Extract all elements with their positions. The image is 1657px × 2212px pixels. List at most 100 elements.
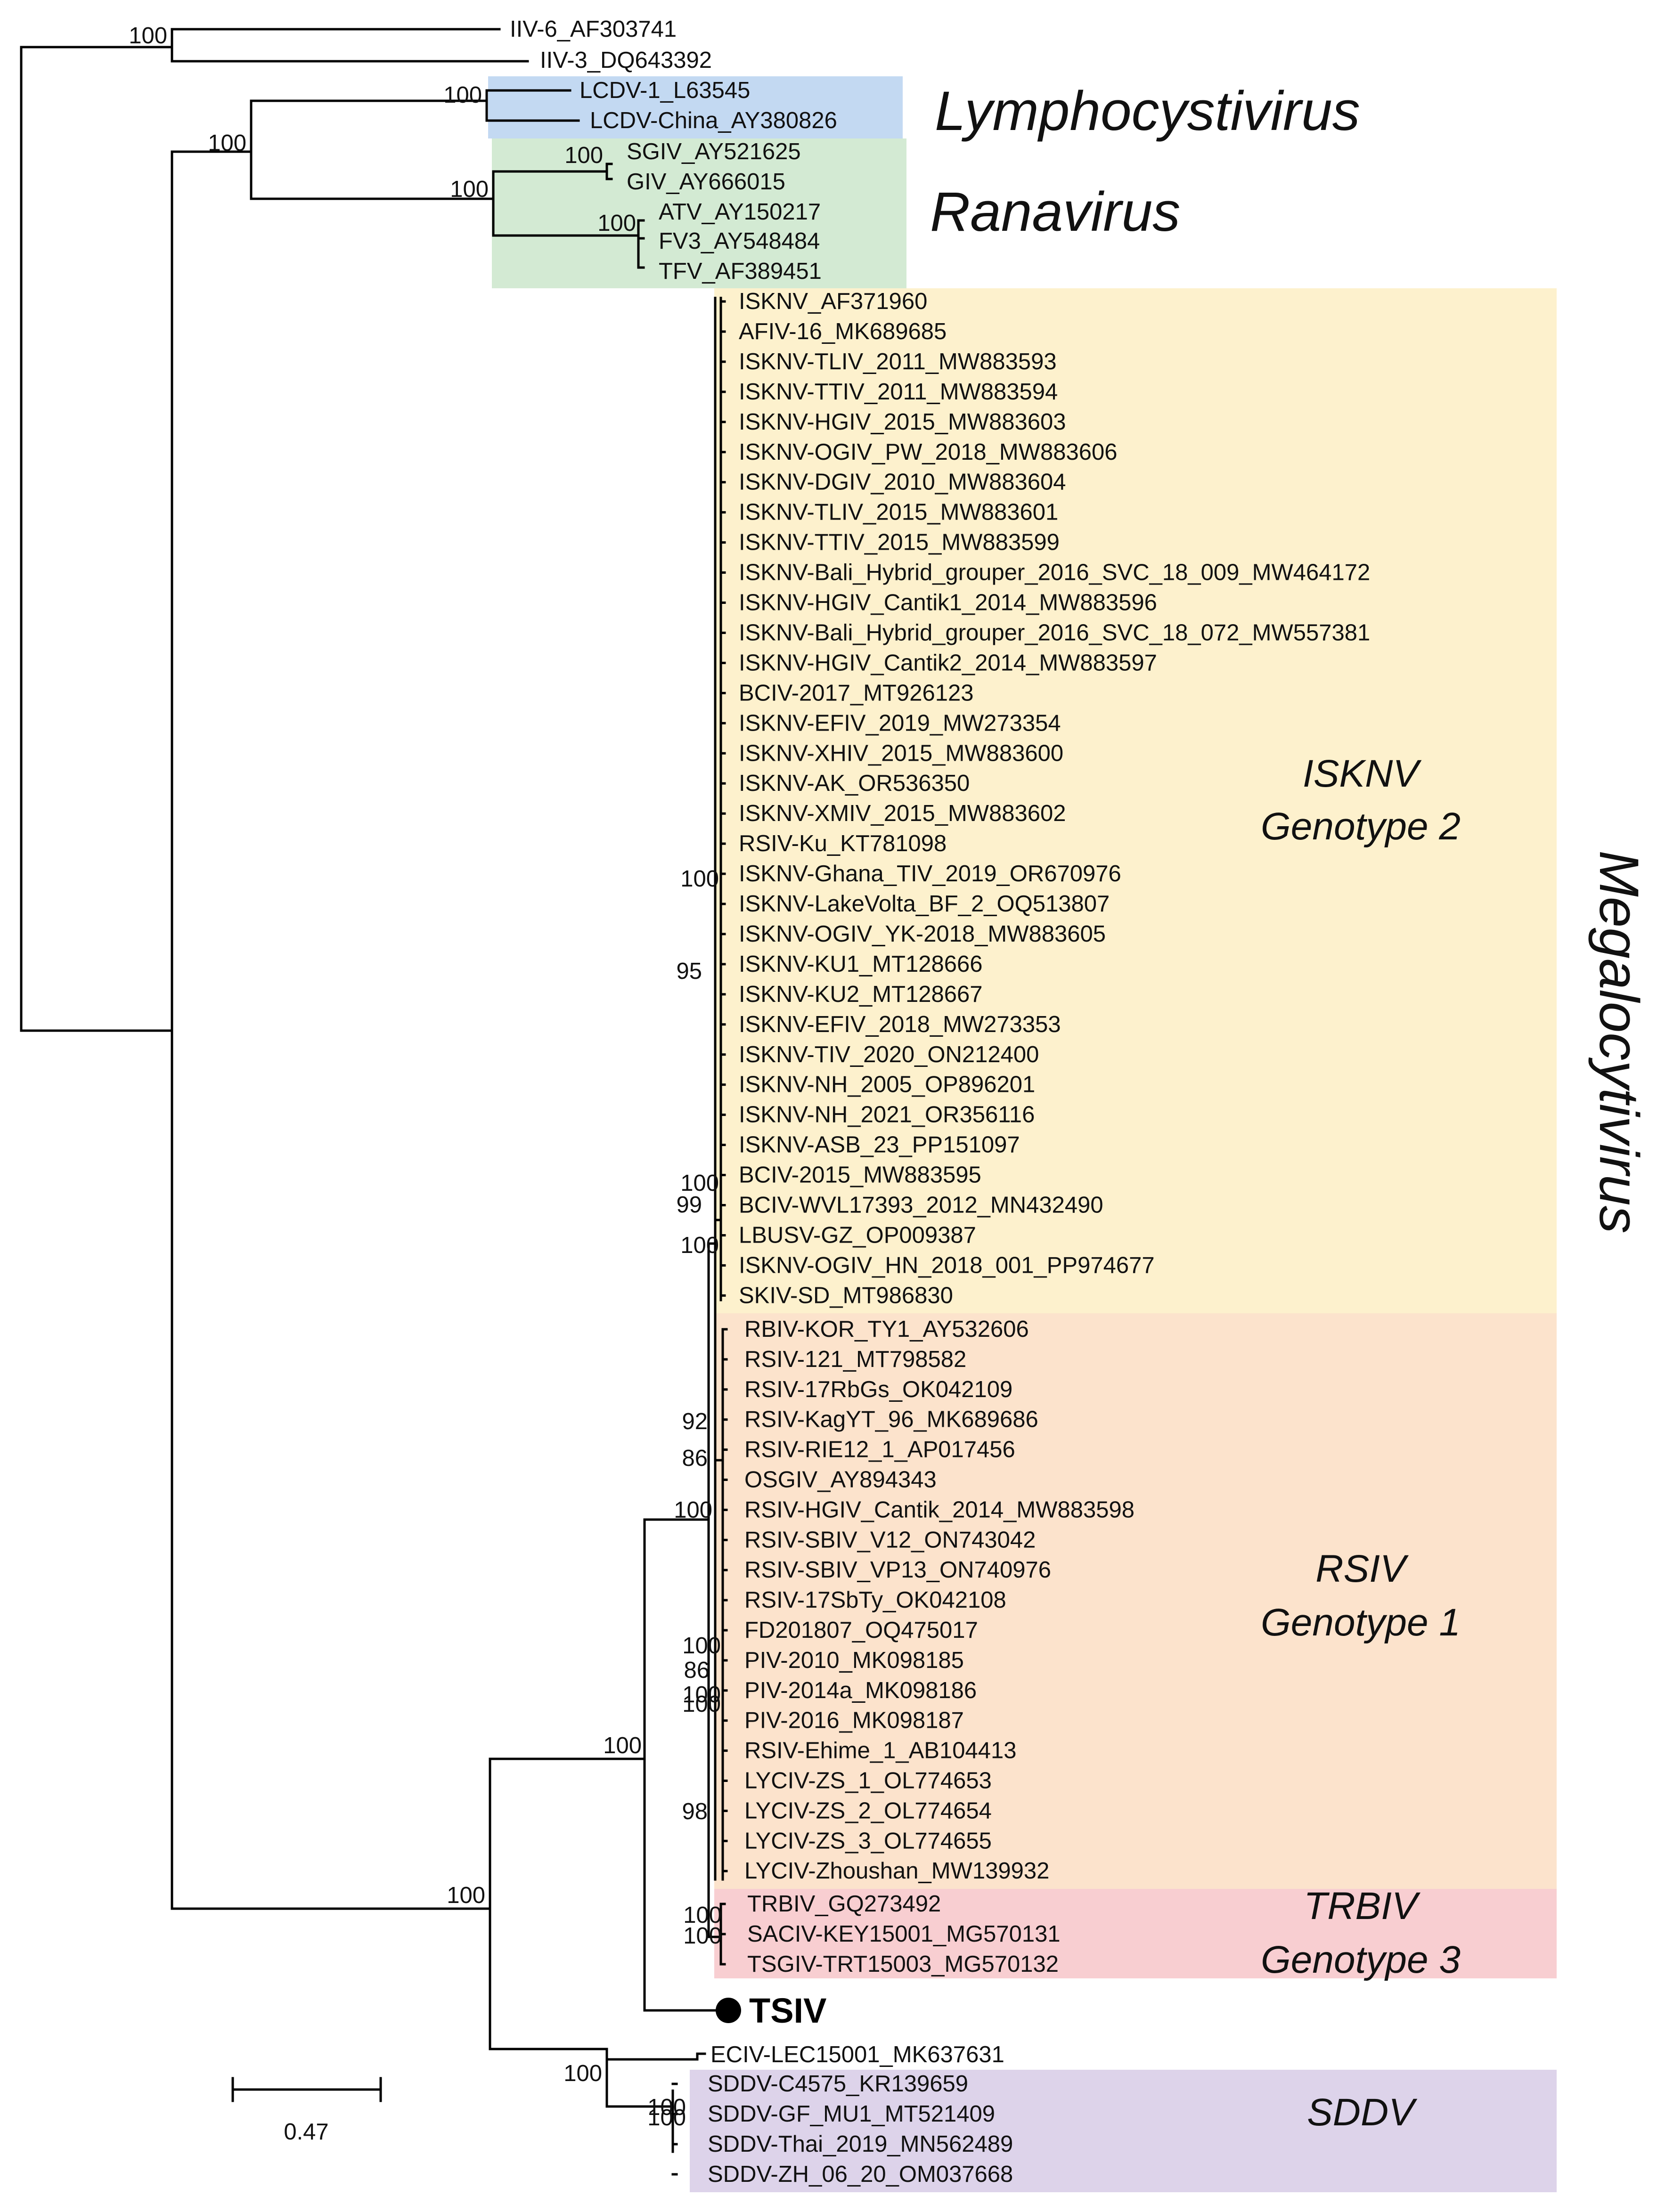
lcdv-rana-branch bbox=[171, 101, 253, 200]
outgroup-labels: IIV-6_AF303741 IIV-3_DQ643392 LCDV-1_L63… bbox=[510, 16, 837, 284]
tip-label: ISKNV-KU2_MT128667 bbox=[739, 982, 983, 1007]
tip-label: TSGIV-TRT15003_MG570132 bbox=[747, 1952, 1059, 1977]
tip-label: RSIV-121_MT798582 bbox=[744, 1347, 966, 1372]
tip-label: RSIV-RIE12_1_AP017456 bbox=[744, 1437, 1015, 1463]
tip-label: SDDV-Thai_2019_MN562489 bbox=[708, 2131, 1013, 2157]
clade-labels: Lymphocystivirus Ranavirus Megalocytivir… bbox=[930, 80, 1650, 2134]
tip-label: ISKNV-Ghana_TIV_2019_OR670976 bbox=[739, 861, 1121, 886]
tip-label: ISKNV-TTIV_2015_MW883599 bbox=[739, 530, 1060, 555]
tip-label: LYCIV-ZS_3_OL774655 bbox=[744, 1828, 992, 1854]
bootstrap-value: 100 bbox=[674, 1497, 712, 1523]
bootstrap-value: 100 bbox=[129, 23, 167, 49]
tip-label: SDDV-C4575_KR139659 bbox=[708, 2071, 968, 2097]
tree-branches bbox=[20, 28, 730, 2153]
bootstrap-value: 100 bbox=[682, 1692, 721, 1717]
trbiv-box bbox=[714, 1889, 1557, 1978]
tip-label: ISKNV-EFIV_2019_MW273354 bbox=[739, 710, 1061, 736]
bootstrap-value: 100 bbox=[447, 1883, 485, 1908]
tip-label: SDDV-ZH_06_20_OM037668 bbox=[708, 2162, 1013, 2187]
tip-label: ISKNV-HGIV_Cantik1_2014_MW883596 bbox=[739, 590, 1157, 616]
eciv-branch bbox=[605, 2052, 706, 2061]
lymphocystivirus-label: Lymphocystivirus bbox=[935, 80, 1360, 142]
tip-label: RSIV-SBIV_VP13_ON740976 bbox=[744, 1557, 1051, 1583]
rsiv-tip-list: RBIV-KOR_TY1_AY532606 RSIV-121_MT798582 RS… bbox=[721, 1317, 1135, 1884]
tip-label: RSIV-KagYT_96_MK689686 bbox=[744, 1407, 1038, 1432]
isknv-tip-list: ISKNV_AF371960 AFIV-16_MK689685 ISKNV-TLIV… bbox=[719, 289, 1370, 1308]
ranavirus-box bbox=[492, 138, 906, 288]
bootstrap-value: 100 bbox=[450, 177, 489, 202]
scale-bar: 0.47 bbox=[231, 2077, 382, 2145]
tip-label: ISKNV-Bali_Hybrid_grouper_2016_SVC_18_00… bbox=[739, 560, 1370, 586]
tip-label: GIV_AY666015 bbox=[627, 169, 785, 195]
tip-label: ATV_AY150217 bbox=[659, 199, 821, 225]
tip-label: ISKNV_AF371960 bbox=[739, 289, 927, 314]
bootstrap-value: 86 bbox=[682, 1446, 708, 1471]
mega-root-branch bbox=[171, 1759, 491, 2050]
tip-label: ISKNV-NH_2005_OP896201 bbox=[739, 1072, 1035, 1098]
sddv-branch bbox=[605, 2090, 674, 2153]
tip-label: RBIV-KOR_TY1_AY532606 bbox=[744, 1317, 1029, 1342]
tip-label: ISKNV-XHIV_2015_MW883600 bbox=[739, 740, 1063, 766]
tip-label: ISKNV-NH_2021_OR356116 bbox=[739, 1102, 1035, 1128]
megalocytivirus-label: Megalocytivirus bbox=[1588, 850, 1650, 1233]
isknv-box bbox=[714, 288, 1557, 1313]
lcdv-branch bbox=[250, 89, 580, 122]
geno-branch bbox=[643, 1244, 710, 1938]
lymphocystivirus-box bbox=[488, 76, 903, 138]
tip-label: ISKNV-TTIV_2011_MW883594 bbox=[739, 379, 1058, 405]
sddv-eciv-branch bbox=[489, 2048, 608, 2108]
bootstrap-values: 100 100 100 100 100 100 100 95 100 99 10… bbox=[129, 23, 722, 2131]
tip-label: ISKNV-LakeVolta_BF_2_OQ513807 bbox=[739, 891, 1110, 917]
bootstrap-value: 100 bbox=[597, 211, 636, 236]
tip-label: RSIV-HGIV_Cantik_2014_MW883598 bbox=[744, 1497, 1135, 1522]
bootstrap-value: 100 bbox=[680, 866, 719, 892]
tip-label: FD201807_OQ475017 bbox=[744, 1618, 978, 1643]
sddv-box bbox=[690, 2070, 1557, 2192]
rsiv-stem bbox=[714, 1329, 724, 1881]
bootstrap-value: 92 bbox=[682, 1409, 708, 1434]
bootstrap-value: 100 bbox=[563, 2061, 602, 2086]
trbiv-tip-list: TRBIV_GQ273492 SACIV-KEY15001_MG570131 TSG… bbox=[719, 1891, 1061, 1977]
bootstrap-value: 100 bbox=[647, 2105, 686, 2131]
tip-label: PIV-2016_MK098187 bbox=[744, 1708, 964, 1733]
sgiv-giv-branch bbox=[492, 163, 613, 180]
tip-label: ISKNV-EFIV_2018_MW273353 bbox=[739, 1012, 1061, 1037]
tip-label: AFIV-16_MK689685 bbox=[739, 319, 947, 344]
rsiv-box bbox=[714, 1313, 1557, 1889]
bootstrap-value: 98 bbox=[682, 1799, 708, 1824]
tip-label: LYCIV-ZS_2_OL774654 bbox=[744, 1798, 992, 1823]
bootstrap-value: 86 bbox=[684, 1658, 710, 1683]
tip-label: SDDV-GF_MU1_MT521409 bbox=[708, 2101, 995, 2127]
tip-label: SACIV-KEY15001_MG570131 bbox=[747, 1921, 1061, 1947]
bootstrap-value: 100 bbox=[564, 143, 603, 168]
rsiv-name: RSIV bbox=[1315, 1547, 1409, 1590]
tip-label: OSGIV_AY894343 bbox=[744, 1467, 937, 1493]
bootstrap-value: 100 bbox=[603, 1733, 642, 1758]
tip-label: SGIV_AY521625 bbox=[627, 139, 801, 164]
tip-label: RSIV-Ku_KT781098 bbox=[739, 831, 947, 856]
tip-label: ISKNV-HGIV_2015_MW883603 bbox=[739, 409, 1066, 435]
tip-label: BCIV-2017_MT926123 bbox=[739, 680, 974, 706]
trbiv-genotype: Genotype 3 bbox=[1261, 1938, 1461, 1981]
bootstrap-value: 100 bbox=[443, 82, 482, 108]
tip-label: TRBIV_GQ273492 bbox=[747, 1891, 941, 1917]
iiv-split bbox=[171, 28, 529, 63]
tip-label: ISKNV-OGIV_YK-2018_MW883605 bbox=[739, 921, 1106, 947]
tip-label: LYCIV-Zhoushan_MW139932 bbox=[744, 1858, 1049, 1884]
tip-label: ISKNV-AK_OR536350 bbox=[739, 771, 970, 796]
isknv-genotype: Genotype 2 bbox=[1261, 805, 1461, 848]
tip-label: LCDV-China_AY380826 bbox=[590, 108, 837, 133]
tip-label: RSIV-17SbTy_OK042108 bbox=[744, 1587, 1006, 1613]
tip-label: LCDV-1_L63545 bbox=[580, 78, 750, 103]
bootstrap-value: 100 bbox=[680, 1171, 719, 1196]
tip-label: PIV-2014a_MK098186 bbox=[744, 1678, 977, 1703]
tip-label: LBUSV-GZ_OP009387 bbox=[739, 1222, 976, 1248]
tip-label: ISKNV-DGIV_2010_MW883604 bbox=[739, 470, 1066, 495]
tip-label: ISKNV-Bali_Hybrid_grouper_2016_SVC_18_07… bbox=[739, 620, 1370, 645]
tip-label: RSIV-Ehime_1_AB104413 bbox=[744, 1738, 1017, 1764]
ranavirus-label: Ranavirus bbox=[930, 181, 1180, 243]
bootstrap-value: 100 bbox=[647, 2095, 686, 2120]
tip-label: ISKNV-TLIV_2015_MW883601 bbox=[739, 500, 1058, 525]
tip-label: ISKNV-XMIV_2015_MW883602 bbox=[739, 801, 1066, 826]
